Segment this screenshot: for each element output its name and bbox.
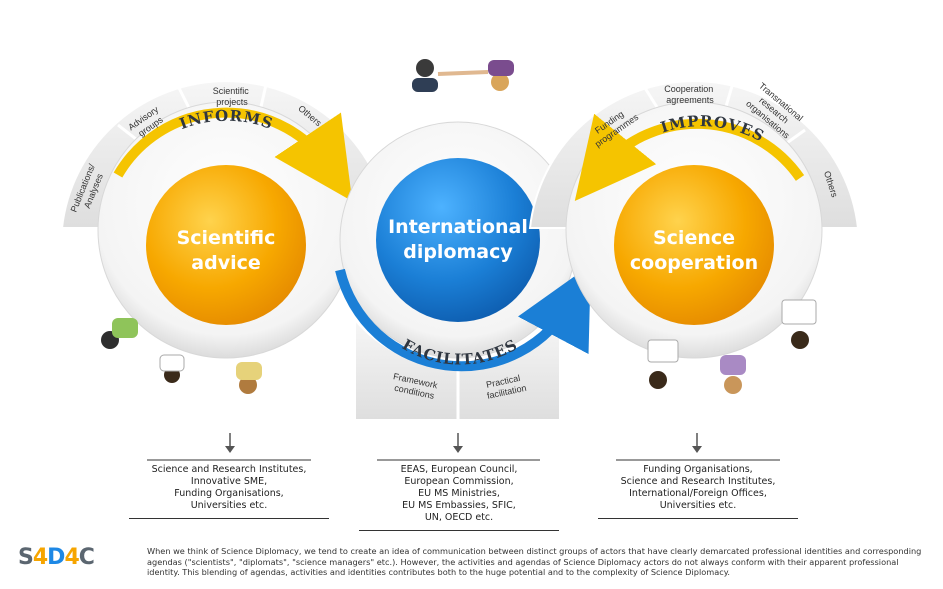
left-circle-group: Scientific advice INFORMS Publications/ … [60,75,392,359]
down-arrow-right [692,433,702,453]
people-handshake-illustration [412,59,514,92]
people-right-illustration [647,299,817,394]
facilitates-arrow [335,264,591,372]
international-diplomacy-circle [376,158,540,322]
people-left-illustration [101,318,262,394]
improves-arrow [574,113,805,202]
middle-circle-group: International diplomacy FACILITATES Fram… [335,121,591,421]
science-cooperation-title-2: cooperation [630,252,758,274]
caption-text: When we think of Science Diplomacy, we t… [147,546,922,577]
international-diplomacy-title-1: International [388,216,528,238]
actors-science-cooperation: Funding Organisations, Science and Resea… [598,464,798,519]
science-cooperation-circle [614,165,774,325]
science-cooperation-title-1: Science [653,227,735,249]
segment-scientific-projects: Scientific projects [213,86,252,107]
s4d4c-logo: S4D4C [18,545,95,570]
scientific-advice-title-1: Scientific [177,227,276,249]
science-diplomacy-diagram: Scientific advice INFORMS Publications/ … [60,59,860,461]
down-arrow-middle [453,433,463,453]
actors-international-diplomacy: EEAS, European Council, European Commiss… [359,464,559,531]
segment-cooperation-agreements: Cooperation agreements [664,84,716,105]
scientific-advice-title-2: advice [191,252,260,274]
actors-scientific-advice: Science and Research Institutes, Innovat… [129,464,329,519]
scientific-advice-circle [146,165,306,325]
down-arrow-left [225,433,235,453]
international-diplomacy-title-2: diplomacy [403,241,513,263]
informs-arrow [113,107,353,202]
right-circle-group: Science cooperation IMPROVES Funding pro… [528,75,860,359]
